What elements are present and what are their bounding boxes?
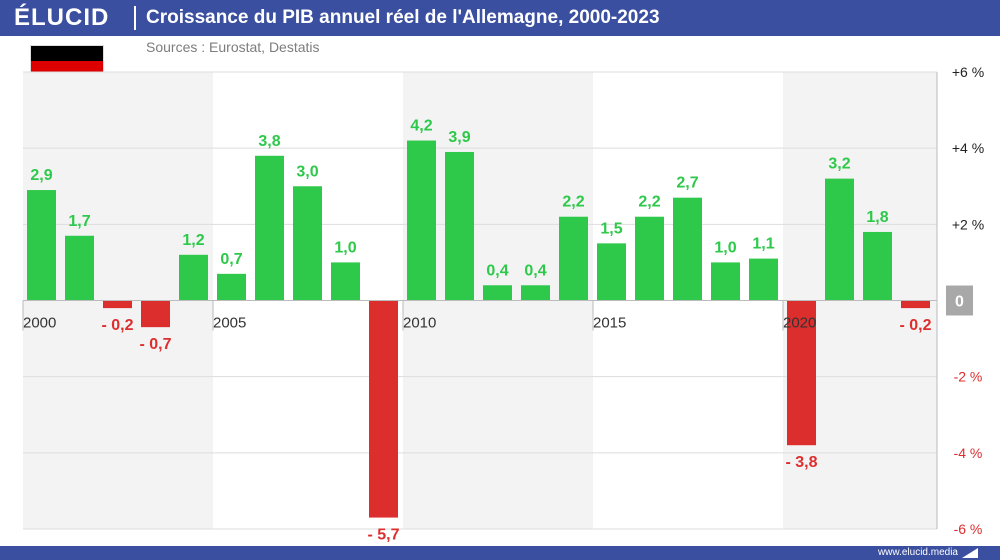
bar-2004 <box>179 254 208 301</box>
data-label-2020: - 3,8 <box>785 454 817 471</box>
y-tick-label: -2 % <box>954 369 983 385</box>
bar-2000 <box>27 190 56 301</box>
data-label-2007: 3,0 <box>296 163 318 180</box>
bar-2007 <box>293 186 322 301</box>
data-label-2003: - 0,7 <box>139 336 171 353</box>
data-label-2005: 0,7 <box>220 251 242 268</box>
brand-mark-icon <box>962 548 978 558</box>
flag-stripe-black <box>31 46 103 61</box>
sources-note: Sources : Eurostat, Destatis <box>146 39 320 55</box>
header-divider <box>134 6 136 30</box>
data-label-2016: 2,2 <box>638 194 660 211</box>
data-label-2021: 3,2 <box>828 156 850 173</box>
data-label-2010: 4,2 <box>410 118 432 135</box>
data-label-2000: 2,9 <box>30 167 52 184</box>
x-tick-label-2005: 2005 <box>213 315 246 332</box>
data-label-2013: 0,4 <box>524 262 546 279</box>
x-tick-label-2020: 2020 <box>783 315 816 332</box>
data-label-2022: 1,8 <box>866 209 888 226</box>
bar-2013 <box>521 285 550 301</box>
bar-2018 <box>711 262 740 301</box>
y-tick-label: +4 % <box>952 140 984 156</box>
y-tick-label: +2 % <box>952 216 984 232</box>
footer-bar: www.elucid.media <box>0 546 1000 560</box>
bar-2017 <box>673 197 702 301</box>
x-tick-label-2015: 2015 <box>593 315 626 332</box>
bar-2016 <box>635 216 664 301</box>
y-tick-label: -6 % <box>954 521 983 537</box>
data-label-2006: 3,8 <box>258 133 280 150</box>
data-label-2011: 3,9 <box>448 129 470 146</box>
data-label-2008: 1,0 <box>334 239 356 256</box>
footer-site-link[interactable]: www.elucid.media <box>877 547 958 558</box>
bar-2020 <box>787 300 816 446</box>
y-tick-label: +6 % <box>952 64 984 80</box>
data-label-2014: 2,2 <box>562 194 584 211</box>
data-label-2009: - 5,7 <box>367 527 399 544</box>
bar-2023 <box>901 300 930 309</box>
bar-2001 <box>65 235 94 301</box>
data-label-2018: 1,0 <box>714 239 736 256</box>
bar-2009 <box>369 300 398 518</box>
zero-badge <box>946 285 973 316</box>
gdp-bar-chart: 2,9 1,7 - 0,2 - 0,7 1,2 0,7 3,8 3,0 1,0 - 5,7 4,2 3… <box>22 64 984 544</box>
data-label-2012: 0,4 <box>486 262 508 279</box>
header-bar: ÉLUCID Croissance du PIB annuel réel de … <box>0 0 1000 36</box>
bar-2012 <box>483 285 512 301</box>
bar-2015 <box>597 243 626 301</box>
brand-logo: ÉLUCID <box>14 4 110 31</box>
x-tick-label-2010: 2010 <box>403 315 436 332</box>
data-label-2017: 2,7 <box>676 175 698 192</box>
data-label-2015: 1,5 <box>600 220 622 237</box>
x-tick-label-2000: 2000 <box>23 315 56 332</box>
bar-2006 <box>255 155 284 301</box>
bar-2019 <box>749 258 778 301</box>
data-label-2023: - 0,2 <box>899 317 931 334</box>
bar-2022 <box>863 231 892 301</box>
chart-title: Croissance du PIB annuel réel de l'Allem… <box>146 7 660 28</box>
y-tick-label-zero: 0 <box>955 294 964 311</box>
y-tick-label: -4 % <box>954 445 983 461</box>
bar-2021 <box>825 178 854 301</box>
bar-2005 <box>217 273 246 301</box>
data-label-2019: 1,1 <box>752 236 774 253</box>
data-label-2004: 1,2 <box>182 232 204 249</box>
data-label-2002: - 0,2 <box>101 317 133 334</box>
bar-2011 <box>445 151 474 301</box>
bar-2002 <box>103 300 132 309</box>
bar-2010 <box>407 140 436 301</box>
bar-2008 <box>331 262 360 301</box>
data-label-2001: 1,7 <box>68 213 90 230</box>
bar-2014 <box>559 216 588 301</box>
bar-2003 <box>141 300 170 328</box>
